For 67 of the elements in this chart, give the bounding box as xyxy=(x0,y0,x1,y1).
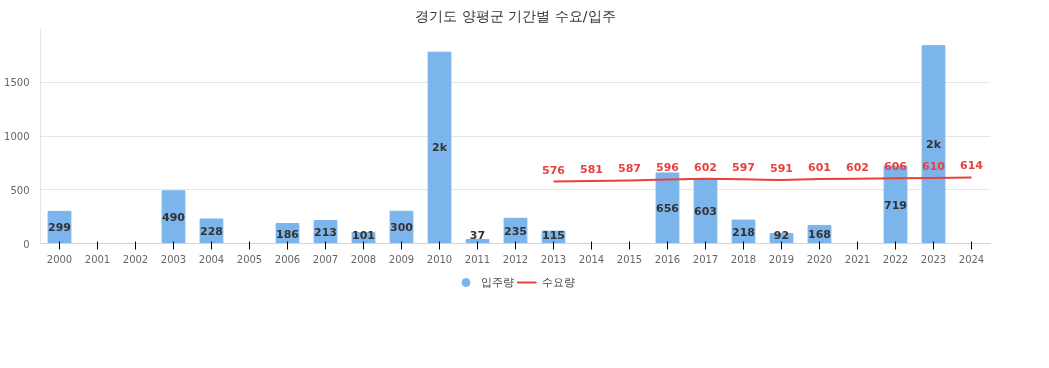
x-tick-label: 2022 xyxy=(882,253,909,265)
data-label: 614 xyxy=(960,159,984,173)
x-tick-label: 2009 xyxy=(388,253,415,265)
x-tick-label: 2000 xyxy=(46,253,73,265)
bar xyxy=(465,239,490,244)
data-label: 596 xyxy=(656,161,680,175)
x-tick-label: 2024 xyxy=(958,253,985,265)
data-label: 602 xyxy=(846,160,869,174)
data-label: 92 xyxy=(773,228,790,242)
data-label: 228 xyxy=(200,225,223,239)
x-tick-label: 2020 xyxy=(806,253,833,265)
x-tick-label: 2014 xyxy=(578,253,605,265)
data-label: 300 xyxy=(390,221,414,235)
x-tick-label: 2006 xyxy=(274,253,301,265)
x-tick-label: 2021 xyxy=(844,253,871,265)
x-tick-label: 2023 xyxy=(920,253,947,265)
data-label: 2k xyxy=(432,141,448,155)
data-label: 299 xyxy=(48,221,71,235)
x-tick-label: 2004 xyxy=(198,253,225,265)
data-label: 2k xyxy=(926,138,942,152)
x-tick-label: 2001 xyxy=(84,253,111,265)
bar xyxy=(427,51,452,244)
y-tick-label: 0 xyxy=(23,238,30,250)
x-tick-label: 2018 xyxy=(730,253,757,265)
y-tick-label: 1500 xyxy=(4,77,30,89)
data-label: 186 xyxy=(276,227,300,241)
data-label: 490 xyxy=(162,211,186,225)
legend-label: 수요량 xyxy=(541,274,575,290)
x-tick-label: 2017 xyxy=(692,253,719,265)
legend-label: 입주량 xyxy=(480,274,514,290)
bar xyxy=(921,45,946,244)
x-tick-label: 2016 xyxy=(654,253,681,265)
x-tick-label: 2010 xyxy=(426,253,453,265)
x-tick-label: 2003 xyxy=(160,253,187,265)
x-tick-label: 2012 xyxy=(502,253,529,265)
data-label: 115 xyxy=(542,228,565,242)
bar xyxy=(693,178,718,244)
data-label: 213 xyxy=(314,226,337,240)
data-label: 587 xyxy=(618,162,641,176)
x-tick-label: 2002 xyxy=(122,253,149,265)
data-label: 581 xyxy=(580,163,603,177)
x-tick-label: 2005 xyxy=(236,253,263,265)
bar xyxy=(161,190,186,244)
data-label: 576 xyxy=(542,163,566,177)
data-label: 601 xyxy=(808,160,831,174)
x-tick-label: 2013 xyxy=(540,253,567,265)
x-tick-label: 2015 xyxy=(616,253,643,265)
x-tick-label: 2007 xyxy=(312,253,339,265)
data-label: 610 xyxy=(922,159,946,173)
data-label: 101 xyxy=(352,228,375,242)
data-label: 656 xyxy=(656,202,680,216)
data-label: 597 xyxy=(732,161,755,175)
x-tick-label: 2019 xyxy=(768,253,795,265)
data-label: 37 xyxy=(469,228,486,242)
data-label: 603 xyxy=(694,205,717,219)
chart-title: 경기도 양평군 기간별 수요/입주 xyxy=(415,7,616,24)
data-label: 719 xyxy=(884,198,907,212)
data-label: 602 xyxy=(694,160,717,174)
data-label: 591 xyxy=(770,161,793,175)
y-tick-label: 500 xyxy=(10,184,30,196)
x-tick-label: 2008 xyxy=(350,253,377,265)
data-label: 218 xyxy=(732,225,755,239)
bar xyxy=(655,172,680,244)
data-label: 168 xyxy=(808,228,831,242)
x-tick-label: 2011 xyxy=(464,253,491,265)
y-tick-label: 1000 xyxy=(4,131,30,142)
data-label: 235 xyxy=(504,224,527,238)
